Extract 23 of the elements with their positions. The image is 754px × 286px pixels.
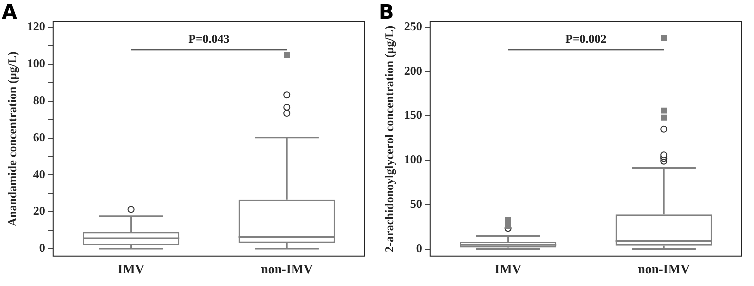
- annotation: P=0.043: [188, 32, 230, 46]
- y-axis-title: 2-arachidonoylglycerol concentration (μg/L): [382, 26, 396, 252]
- y-tick-label: 40: [33, 167, 46, 182]
- y-tick-label: 100: [404, 152, 422, 167]
- y-tick-label: 0: [416, 241, 422, 256]
- y-tick-label: 20: [33, 204, 46, 218]
- x-tick-label: IMV: [494, 262, 522, 277]
- y-tick-label: 60: [33, 130, 46, 144]
- y-axis-title: Anandamide concentration (μg/L): [5, 52, 20, 227]
- x-tick-label: non-IMV: [638, 262, 691, 277]
- chart-title: B: [379, 0, 394, 24]
- y-tick-label: 250: [404, 19, 422, 34]
- y-tick-label: 80: [33, 93, 46, 108]
- annotation: P=0.002: [566, 32, 607, 46]
- x-tick-label: non-IMV: [261, 262, 314, 277]
- y-tick-label: 150: [404, 108, 422, 122]
- chart-title: A: [2, 0, 18, 24]
- y-tick-label: 200: [404, 64, 422, 78]
- y-tick-label: 120: [27, 20, 46, 34]
- y-tick-label: 0: [39, 241, 46, 256]
- x-tick-label: IMV: [118, 262, 146, 277]
- y-tick-label: 100: [27, 56, 46, 71]
- y-tick-label: 50: [410, 196, 422, 211]
